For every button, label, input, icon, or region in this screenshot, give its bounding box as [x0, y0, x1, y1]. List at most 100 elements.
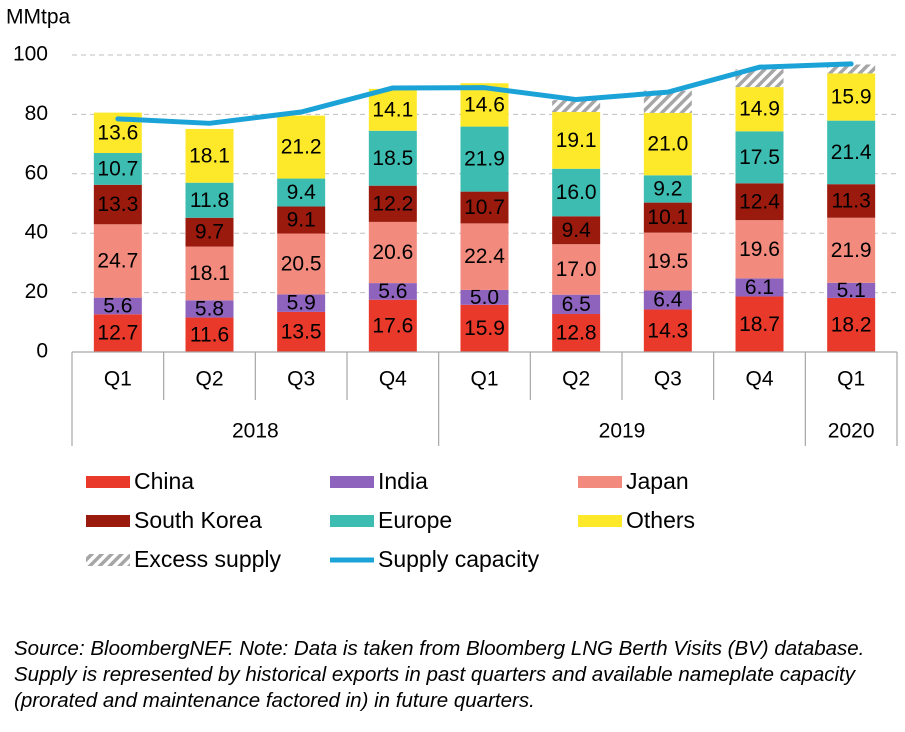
- y-tick-label: 0: [36, 340, 48, 363]
- data-label: 12.8: [556, 322, 597, 345]
- data-label: 5.9: [287, 292, 316, 315]
- year-label: 2020: [828, 420, 875, 443]
- bar-segment-japan: [735, 220, 784, 279]
- bar-segment-others: [277, 115, 326, 179]
- bar-segment-south-korea: [643, 202, 692, 233]
- bar-segment-europe: [277, 178, 326, 207]
- data-label: 16.0: [556, 181, 597, 204]
- bar-segment-china: [643, 309, 692, 352]
- legend-swatch-china: [86, 476, 130, 488]
- bar-segment-india: [368, 283, 417, 300]
- legend-swatch-europe: [330, 515, 374, 527]
- bar-segment-europe: [827, 120, 876, 185]
- data-label: 24.7: [97, 250, 138, 273]
- data-label: 19.5: [647, 250, 688, 273]
- y-tick-label: 100: [13, 43, 48, 66]
- bar-segment-excess-supply: [827, 64, 876, 74]
- data-label: 6.4: [653, 289, 683, 312]
- legend-label-supply-capacity: Supply capacity: [378, 546, 540, 572]
- bar-segment-india: [827, 282, 876, 298]
- data-label: 18.1: [189, 144, 230, 167]
- bar-segment-europe: [368, 130, 417, 186]
- bar-segment-japan: [552, 244, 601, 295]
- data-label: 13.6: [97, 121, 138, 144]
- bar-segment-others: [368, 88, 417, 131]
- legend-swatch-india: [330, 476, 374, 488]
- x-tick-label: Q4: [745, 368, 773, 391]
- bar-segment-others: [552, 112, 601, 169]
- data-label: 21.4: [831, 141, 872, 164]
- legend-label-japan: Japan: [626, 468, 689, 494]
- bar-segment-japan: [827, 217, 876, 283]
- data-label: 12.2: [372, 192, 413, 215]
- data-label: 5.6: [378, 280, 407, 303]
- x-tick-label: Q1: [104, 368, 132, 391]
- data-label: 5.0: [470, 286, 499, 309]
- x-tick-label: Q1: [837, 368, 865, 391]
- bar-segment-south-korea: [735, 183, 784, 221]
- x-tick-label: Q1: [470, 368, 498, 391]
- legend-swatch-excess-supply: [86, 554, 130, 566]
- bar-segment-europe: [735, 131, 784, 184]
- data-label: 18.2: [831, 314, 872, 337]
- data-label: 17.6: [372, 314, 413, 337]
- y-tick-label: 80: [25, 102, 48, 125]
- data-label: 21.2: [281, 136, 322, 159]
- legend-label-india: India: [378, 468, 428, 494]
- legend-swatch-others: [578, 515, 622, 527]
- legend-label-south-korea: South Korea: [134, 507, 262, 533]
- bar-segment-south-korea: [277, 206, 326, 234]
- bar-segment-europe: [552, 168, 601, 217]
- bar-segment-china: [552, 313, 601, 352]
- y-axis-title: MMtpa: [6, 6, 71, 29]
- data-label: 20.5: [281, 252, 322, 275]
- bar-segment-china: [735, 296, 784, 352]
- bar-segment-japan: [185, 246, 234, 301]
- bar-segment-japan: [93, 224, 142, 298]
- bar-segment-excess-supply: [552, 100, 601, 113]
- bar-segment-japan: [277, 233, 326, 295]
- data-label: 17.0: [556, 258, 597, 281]
- data-label: 11.8: [190, 189, 229, 212]
- legend-label-excess-supply: Excess supply: [134, 546, 282, 572]
- data-label: 5.8: [195, 297, 224, 320]
- data-label: 19.1: [556, 129, 597, 152]
- data-label: 14.3: [647, 319, 688, 342]
- bar-segment-india: [185, 300, 234, 318]
- bar-segment-india: [93, 297, 142, 315]
- data-label: 21.0: [647, 133, 688, 156]
- bar-segment-china: [460, 304, 509, 352]
- data-label: 12.4: [739, 190, 780, 213]
- bar-segment-others: [827, 73, 876, 121]
- bar-segment-south-korea: [93, 184, 142, 225]
- bar-segment-others: [185, 128, 234, 183]
- x-tick-label: Q3: [287, 368, 315, 391]
- data-label: 9.4: [562, 219, 592, 242]
- legend-swatch-south-korea: [86, 515, 130, 527]
- bar-segment-others: [735, 87, 784, 132]
- data-label: 14.9: [739, 98, 780, 121]
- bar-segment-south-korea: [460, 191, 509, 224]
- bar-segment-south-korea: [185, 217, 234, 247]
- bar-segment-excess-supply: [643, 90, 692, 113]
- data-label: 18.7: [739, 313, 780, 336]
- y-tick-label: 40: [25, 221, 48, 244]
- x-tick-label: Q3: [654, 368, 682, 391]
- data-label: 17.5: [739, 146, 780, 169]
- bar-segment-india: [460, 289, 509, 305]
- data-label: 6.1: [745, 276, 774, 299]
- x-tick-label: Q2: [562, 368, 590, 391]
- data-label: 9.4: [287, 181, 317, 204]
- bar-segment-japan: [643, 232, 692, 291]
- legend-label-europe: Europe: [378, 507, 452, 533]
- bar-segment-china: [93, 314, 142, 352]
- data-label: 19.6: [739, 238, 780, 261]
- y-tick-label: 60: [25, 161, 48, 184]
- data-label: 9.7: [195, 221, 224, 244]
- data-label: 14.6: [464, 93, 505, 116]
- data-label: 9.1: [287, 209, 316, 232]
- data-label: 15.9: [831, 86, 872, 109]
- bar-segment-china: [827, 297, 876, 352]
- data-label: 18.1: [189, 262, 230, 285]
- data-label: 10.7: [464, 196, 505, 219]
